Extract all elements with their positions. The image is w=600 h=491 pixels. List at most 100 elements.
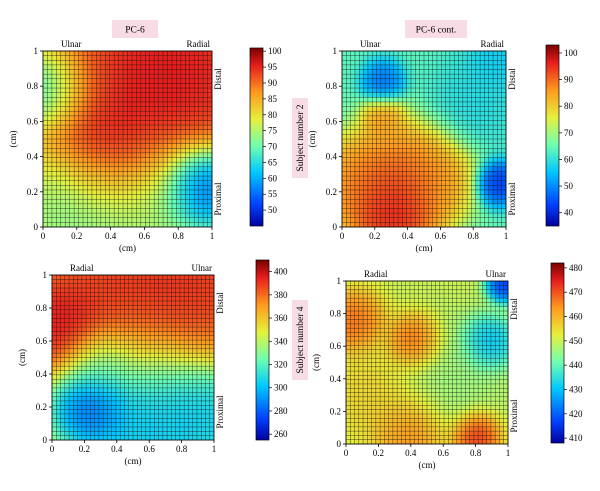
heatmap-cell xyxy=(203,83,208,89)
heatmap-cell xyxy=(105,92,110,98)
heatmap-cell xyxy=(109,152,115,158)
heatmap-cell xyxy=(454,143,459,149)
heatmap-cell xyxy=(167,275,172,280)
heatmap-cell xyxy=(411,208,416,214)
heatmap-cell xyxy=(43,101,48,107)
heatmap-cell xyxy=(163,148,168,153)
heatmap-cell xyxy=(501,213,507,218)
heatmap-cell xyxy=(359,199,364,204)
heatmap-cell xyxy=(188,353,193,358)
heatmap-cell xyxy=(56,288,61,293)
heatmap-cell xyxy=(179,318,185,323)
heatmap-cell xyxy=(60,435,65,441)
heatmap-cell xyxy=(480,64,485,70)
heatmap-cell xyxy=(354,148,360,153)
heatmap-cell xyxy=(458,152,463,158)
heatmap-cell xyxy=(162,422,168,428)
heatmap-cell xyxy=(445,208,450,214)
heatmap-cell xyxy=(103,366,108,371)
heatmap-cell xyxy=(449,115,455,121)
heatmap-cell xyxy=(207,74,213,79)
heatmap-cell xyxy=(358,319,364,324)
heatmap-cell xyxy=(424,101,429,107)
heatmap-cell xyxy=(428,139,433,144)
heatmap-cell xyxy=(205,301,210,306)
heatmap-cell xyxy=(419,222,425,228)
heatmap-cell xyxy=(91,55,97,61)
heatmap-cell xyxy=(188,405,193,410)
heatmap-cell xyxy=(179,327,185,332)
heatmap-cell xyxy=(136,106,141,112)
heatmap-cell xyxy=(91,120,97,126)
heatmap-cell xyxy=(350,439,355,445)
heatmap-cell xyxy=(100,115,106,121)
heatmap-cell xyxy=(194,203,199,209)
heatmap-cell xyxy=(154,327,159,332)
heatmap-cell xyxy=(207,148,213,153)
heatmap-cell xyxy=(56,283,61,289)
heatmap-cell xyxy=(441,78,446,84)
heatmap-cell xyxy=(367,418,372,423)
heatmap-cell xyxy=(123,180,128,186)
heatmap-cell xyxy=(454,51,459,56)
heatmap-cell xyxy=(488,97,494,102)
heatmap-cell xyxy=(180,180,186,186)
heatmap-cell xyxy=(167,374,172,380)
heatmap-cell xyxy=(60,344,65,349)
heatmap-cell xyxy=(415,203,420,209)
heatmap-cell xyxy=(145,296,151,302)
heatmap-cell xyxy=(358,306,364,312)
heatmap-cell xyxy=(497,208,502,214)
heatmap-cell xyxy=(158,134,164,140)
heatmap-cell xyxy=(64,392,70,397)
heatmap-cell xyxy=(194,152,199,158)
heatmap-cell xyxy=(141,383,146,388)
heatmap-cell xyxy=(354,418,359,423)
heatmap-cell xyxy=(150,396,155,401)
heatmap-cell xyxy=(192,435,197,441)
heatmap-cell xyxy=(458,176,463,181)
heatmap-cell xyxy=(393,115,399,121)
heatmap-panel-bottom-left: 0 0.2 0.4 0.6 0.8 100.20.40.60.81(cm)(cm)Radi… xyxy=(17,259,288,466)
heatmap-cell xyxy=(354,383,359,389)
heatmap-cell xyxy=(441,162,446,167)
heatmap-cell xyxy=(131,69,137,75)
heatmap-cell xyxy=(475,64,481,70)
heatmap-cell xyxy=(109,208,115,214)
heatmap-cell xyxy=(162,374,168,380)
heatmap-cell xyxy=(47,78,52,84)
heatmap-cell xyxy=(105,166,110,172)
heatmap-cell xyxy=(118,106,124,112)
heatmap-cell xyxy=(136,115,141,121)
heatmap-cell xyxy=(458,213,463,218)
heatmap-cell xyxy=(52,374,57,380)
heatmap-cell xyxy=(488,203,494,209)
heatmap-cell xyxy=(467,106,472,112)
heatmap-cell xyxy=(154,60,159,65)
heatmap-cell xyxy=(69,125,75,130)
heatmap-cell xyxy=(419,180,425,186)
heatmap-cell xyxy=(359,176,364,181)
heatmap-cell xyxy=(43,189,48,195)
heatmap-cell xyxy=(342,125,347,130)
heatmap-cell xyxy=(69,143,75,149)
heatmap-cell xyxy=(354,358,359,363)
heatmap-cell xyxy=(376,78,381,84)
heatmap-cell xyxy=(192,309,197,315)
heatmap-cell xyxy=(154,134,159,140)
heatmap-cell xyxy=(171,344,176,349)
heatmap-cell xyxy=(467,120,472,126)
heatmap-cell xyxy=(145,383,151,388)
heatmap-cell xyxy=(91,78,97,84)
heatmap-cell xyxy=(367,55,373,61)
heatmap-cell xyxy=(458,120,463,126)
heatmap-cell xyxy=(60,199,66,204)
heatmap-cell xyxy=(350,148,355,153)
heatmap-cell xyxy=(56,396,61,401)
heatmap-cell xyxy=(441,139,446,144)
heatmap-cell xyxy=(501,134,507,140)
heatmap-cell xyxy=(209,400,215,406)
heatmap-cell xyxy=(454,152,459,158)
heatmap-cell xyxy=(109,217,115,223)
heatmap-cell xyxy=(141,400,146,406)
